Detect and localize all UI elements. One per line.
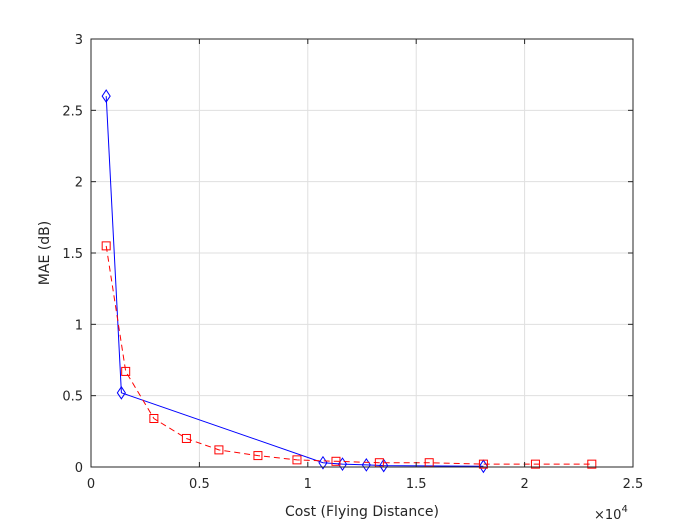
y-tick-label: 0 — [75, 461, 83, 476]
series-2-point — [149, 413, 159, 423]
series-2-point — [587, 459, 597, 469]
series-2-point — [121, 366, 131, 376]
x-exponent-base: ×10 — [594, 508, 621, 523]
tick-layer: 0 0.5 1 1.5 2 2.5 0 0.5 1 1.5 2 2.5 3 — [62, 33, 643, 492]
x-tick-label: 0 — [87, 477, 95, 492]
x-tick-label: 2.5 — [623, 477, 644, 492]
y-tick-label: 1.5 — [62, 247, 83, 262]
series-1-point — [101, 89, 111, 103]
y-axis-label: MAE (dB) — [37, 221, 53, 285]
series-1-point — [116, 385, 126, 400]
series-2-point — [331, 456, 341, 466]
series-2-point — [292, 455, 302, 465]
series-2-point — [181, 433, 191, 443]
x-tick-label: 1.5 — [406, 477, 427, 492]
y-tick-label: 2 — [75, 176, 83, 191]
y-tick-label: 3 — [75, 33, 83, 48]
series-2-point — [253, 451, 263, 461]
series-2-point — [530, 459, 540, 469]
series-2-line — [105, 245, 592, 465]
series-1-point — [379, 458, 389, 473]
x-tick-label: 2 — [520, 477, 528, 492]
x-exponent-power: 4 — [621, 504, 627, 515]
x-axis-label: Cost (Flying Distance) — [285, 504, 439, 520]
x-tick-label: 1 — [304, 477, 312, 492]
y-tick-label: 0.5 — [62, 390, 83, 405]
series-2-point — [478, 459, 488, 469]
series-2-point — [214, 445, 224, 455]
series-2-point — [101, 241, 111, 251]
x-exponent-label: ×104 — [594, 504, 628, 523]
y-tick-label: 2.5 — [62, 104, 83, 119]
y-tick-label: 1 — [75, 318, 83, 333]
series-layer — [101, 89, 597, 474]
x-tick-label: 0.5 — [189, 477, 210, 492]
